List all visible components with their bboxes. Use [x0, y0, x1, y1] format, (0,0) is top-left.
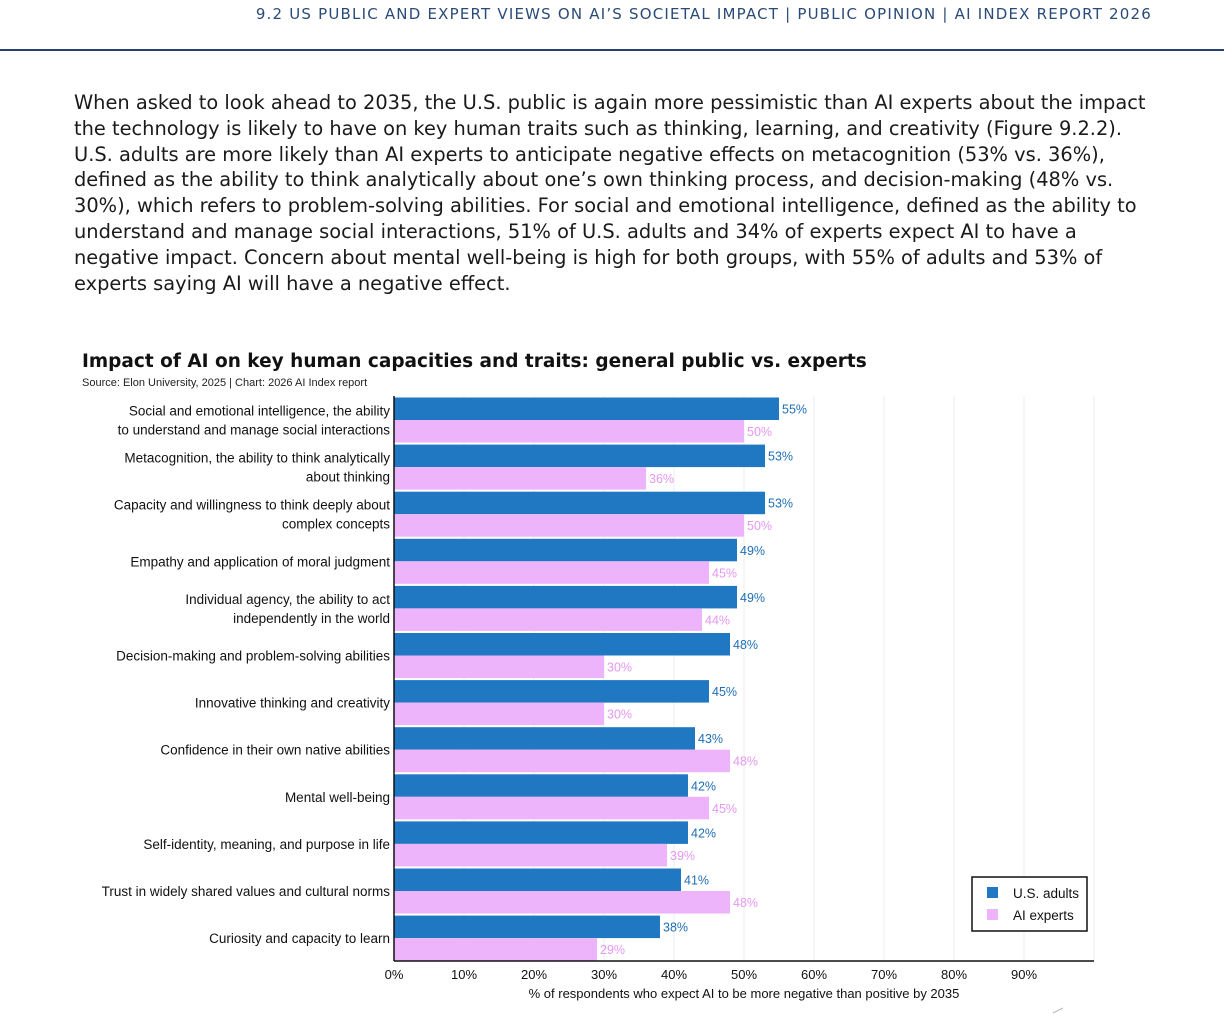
bar-ai-experts [394, 749, 730, 773]
value-label-ai-experts: 48% [733, 896, 758, 910]
legend-label: AI experts [1013, 908, 1074, 923]
category-label: to understand and manage social interact… [118, 423, 391, 438]
category-label: Confidence in their own native abilities [160, 743, 390, 758]
value-label-ai-experts: 50% [747, 425, 772, 439]
value-label-ai-experts: 44% [705, 613, 730, 627]
legend-box [971, 876, 1088, 932]
bar-us-adults [394, 491, 765, 515]
bar-us-adults [394, 774, 688, 797]
bar-us-adults [394, 585, 737, 609]
bar-us-adults [394, 727, 695, 750]
category-label: Trust in widely shared values and cultur… [102, 884, 391, 899]
value-label-ai-experts: 39% [670, 849, 695, 863]
bar-ai-experts [394, 938, 597, 961]
value-label-ai-experts: 36% [649, 472, 674, 486]
x-tick-label: 80% [941, 967, 967, 982]
value-label-ai-experts: 45% [712, 566, 737, 580]
value-label-ai-experts: 30% [607, 661, 632, 675]
bar-ai-experts [394, 420, 744, 443]
category-label: Metacognition, the ability to think anal… [124, 451, 390, 466]
value-label-ai-experts: 30% [607, 708, 632, 722]
bar-ai-experts [394, 891, 730, 914]
value-label-us-adults: 43% [698, 732, 723, 746]
bar-us-adults [394, 444, 765, 468]
category-label: Self-identity, meaning, and purpose in l… [143, 837, 390, 852]
category-label: Capacity and willingness to think deeply… [114, 498, 390, 513]
value-label-us-adults: 41% [684, 874, 709, 888]
bar-ai-experts [394, 467, 646, 490]
category-label: Innovative thinking and creativity [195, 696, 390, 711]
category-label: Social and emotional intelligence, the a… [129, 404, 390, 419]
x-tick-label: 60% [801, 967, 827, 982]
value-label-us-adults: 53% [768, 450, 793, 464]
value-label-us-adults: 49% [740, 544, 765, 558]
bar-us-adults [394, 633, 730, 656]
value-label-us-adults: 49% [740, 591, 765, 605]
bar-us-adults [394, 538, 737, 562]
legend-swatch [987, 909, 998, 920]
bar-ai-experts [394, 796, 709, 820]
x-tick-label: 70% [871, 967, 897, 982]
value-label-ai-experts: 48% [733, 755, 758, 769]
category-label: complex concepts [282, 517, 390, 532]
category-label: Individual agency, the ability to act [185, 592, 390, 607]
chart-source: Source: Elon University, 2025 | Chart: 2… [82, 377, 368, 389]
bar-us-adults [394, 680, 709, 703]
x-tick-label: 40% [661, 967, 687, 982]
x-tick-label: 50% [731, 967, 757, 982]
bar-ai-experts [394, 514, 744, 537]
category-label: Empathy and application of moral judgmen… [130, 554, 390, 569]
value-label-us-adults: 38% [663, 921, 688, 935]
bar-ai-experts [394, 655, 604, 678]
legend-swatch [987, 887, 998, 898]
value-label-us-adults: 42% [691, 779, 716, 793]
bar-us-adults [394, 915, 660, 939]
value-label-ai-experts: 45% [712, 802, 737, 816]
category-label: Mental well-being [285, 790, 390, 805]
category-label: Curiosity and capacity to learn [209, 931, 390, 946]
x-tick-label: 10% [451, 967, 477, 982]
bar-ai-experts [394, 608, 702, 631]
category-label: Decision-making and problem-solving abil… [116, 649, 390, 664]
running-header: 9.2 US PUBLIC AND EXPERT VIEWS ON AI’S S… [255, 5, 1152, 23]
category-label: about thinking [306, 470, 390, 485]
x-tick-label: 20% [521, 967, 547, 982]
header-rule [0, 49, 1224, 51]
value-label-ai-experts: 29% [600, 943, 625, 957]
x-tick-label: 30% [591, 967, 617, 982]
intro-paragraph: When asked to look ahead to 2035, the U.… [74, 91, 1146, 295]
value-label-ai-experts: 50% [747, 519, 772, 533]
bar-ai-experts [394, 843, 667, 867]
x-axis-title: % of respondents who expect AI to be mor… [529, 986, 960, 1001]
chart-title: Impact of AI on key human capacities and… [82, 351, 867, 372]
value-label-us-adults: 48% [733, 638, 758, 652]
value-label-us-adults: 53% [768, 497, 793, 511]
bar-us-adults [394, 397, 779, 420]
x-tick-label: 0% [385, 967, 404, 982]
bar-us-adults [394, 821, 688, 844]
value-label-us-adults: 42% [691, 826, 716, 840]
bar-ai-experts [394, 561, 709, 584]
bar-us-adults [394, 868, 681, 891]
category-label: independently in the world [233, 611, 390, 626]
value-label-us-adults: 55% [782, 403, 807, 417]
bar-ai-experts [394, 702, 604, 726]
x-tick-label: 90% [1011, 967, 1037, 982]
legend-label: U.S. adults [1013, 886, 1079, 901]
page-corner-mark [1052, 1007, 1064, 1014]
value-label-us-adults: 45% [712, 685, 737, 699]
